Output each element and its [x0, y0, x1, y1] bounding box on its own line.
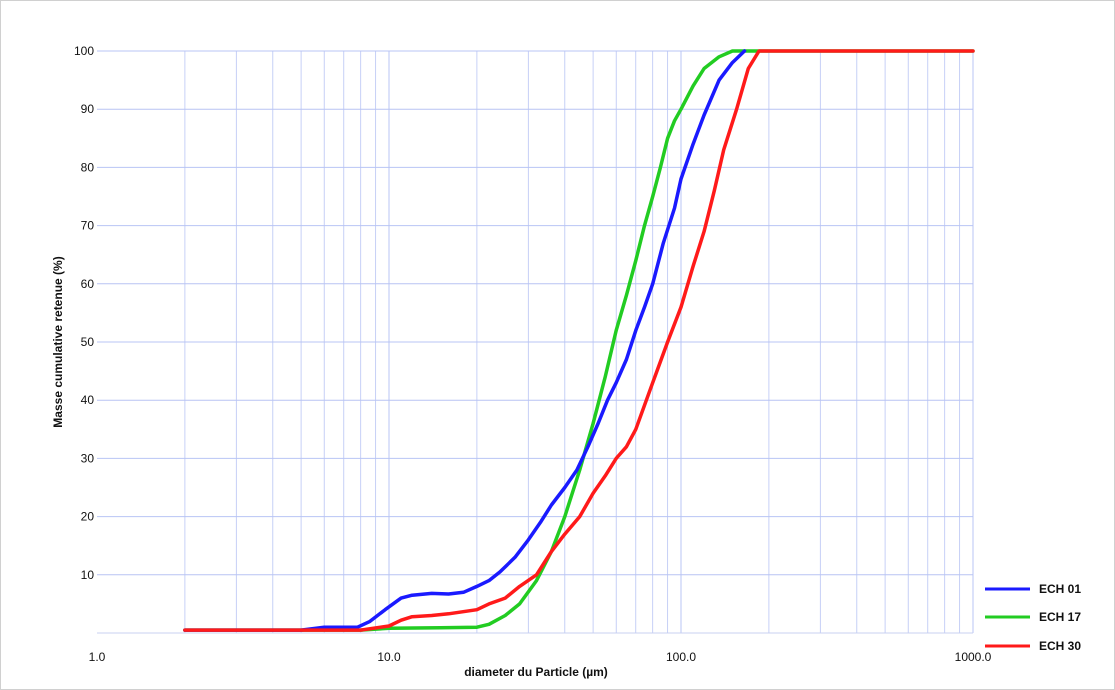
series-line-ech-30 — [183, 49, 975, 632]
x-tick-label: 10.0 — [377, 650, 401, 664]
series-line-ech-01 — [183, 49, 747, 632]
y-tick-label: 20 — [81, 510, 95, 524]
x-axis-title: diameter du Particle (µm) — [464, 665, 608, 679]
y-tick-label: 60 — [81, 277, 95, 291]
y-tick-label: 80 — [81, 160, 95, 174]
x-tick-label: 1.0 — [89, 650, 106, 664]
legend-label-ech-30: ECH 30 — [1039, 639, 1081, 653]
y-axis-title: Masse cumulative retenue (%) — [51, 256, 65, 427]
legend-label-ech-01: ECH 01 — [1039, 582, 1081, 596]
grid — [97, 50, 974, 634]
y-tick-label: 10 — [81, 568, 95, 582]
y-tick-label: 100 — [74, 44, 94, 58]
tick-labels: 1.0 10.0 100.0 1000.0 10 20 30 40 50 60 70 80 90 100 — [74, 44, 992, 664]
legend-label-ech-17: ECH 17 — [1039, 610, 1081, 624]
y-tick-label: 30 — [81, 451, 95, 465]
legend: ECH 01 ECH 17 ECH 30 — [985, 582, 1081, 653]
x-tick-label: 100.0 — [666, 650, 696, 664]
x-tick-label: 1000.0 — [955, 650, 992, 664]
y-tick-label: 70 — [81, 219, 95, 233]
series-line-ech-17 — [183, 49, 975, 632]
y-tick-label: 90 — [81, 102, 95, 116]
y-tick-label: 40 — [81, 393, 95, 407]
series-lines — [183, 49, 975, 632]
y-tick-label: 50 — [81, 335, 95, 349]
